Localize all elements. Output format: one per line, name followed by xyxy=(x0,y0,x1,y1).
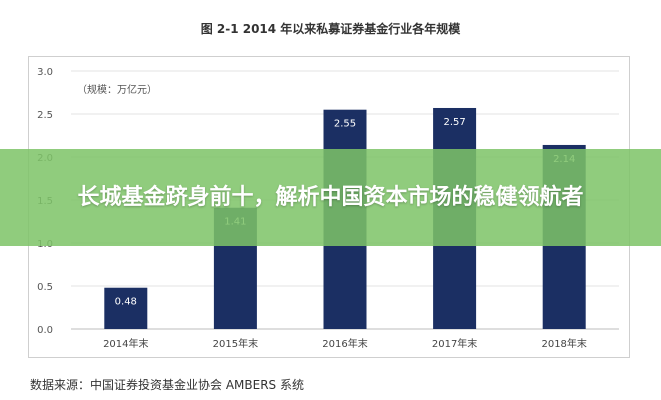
data-label: 2.55 xyxy=(334,119,356,130)
x-tick-label: 2015年末 xyxy=(213,337,258,350)
y-tick-label: 0.5 xyxy=(37,282,53,293)
x-tick-label: 2017年末 xyxy=(432,337,477,350)
y-tick-label: 3.0 xyxy=(37,67,53,78)
data-label: 2.57 xyxy=(443,117,465,128)
headline-banner: 长城基金跻身前十，解析中国资本市场的稳健领航者 xyxy=(0,149,661,246)
y-tick-label: 2.5 xyxy=(37,110,53,121)
data-label: 0.48 xyxy=(115,297,137,308)
chart-title: 图 2-1 2014 年以来私募证券基金行业各年规模 xyxy=(200,22,461,36)
source-note: 数据来源：中国证券投资基金业协会 AMBERS 系统 xyxy=(30,378,304,392)
headline-text: 长城基金跻身前十，解析中国资本市场的稳健领航者 xyxy=(77,184,584,210)
bar xyxy=(104,287,148,329)
x-tick-label: 2014年末 xyxy=(103,337,148,350)
unit-label: （规模：万亿元） xyxy=(77,83,157,96)
x-tick-label: 2016年末 xyxy=(322,337,367,350)
y-tick-label: 0.0 xyxy=(37,325,53,336)
x-tick-label: 2018年末 xyxy=(541,337,586,350)
